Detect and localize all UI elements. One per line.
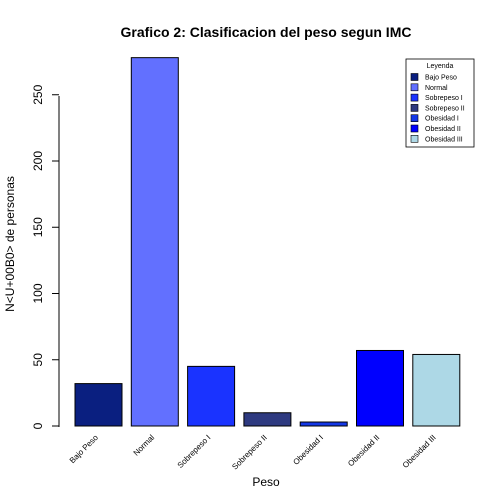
y-tick-label: 150 xyxy=(31,217,45,237)
bar-sobrepeso-i xyxy=(187,365,236,427)
bar-obesidad-i xyxy=(299,421,348,427)
legend-swatch-bajo-peso xyxy=(410,73,419,81)
bars-group xyxy=(74,57,461,427)
y-tick-label: 250 xyxy=(31,84,45,104)
x-tick-label-obesidad-iii: Obesidad III xyxy=(401,433,438,470)
legend-swatch-normal xyxy=(410,83,419,92)
legend-label-obesidad-iii: Obesidad III xyxy=(425,136,463,143)
legend: Leyenda Bajo Peso Normal Sobrepeso I Sobrep… xyxy=(405,58,475,148)
legend-swatch-obesidad-ii xyxy=(410,124,419,133)
y-tick-label: 200 xyxy=(31,151,45,171)
x-tick-label-normal: Normal xyxy=(132,433,157,458)
bar-normal xyxy=(130,57,179,427)
legend-swatch-sobrepeso-ii xyxy=(410,104,419,112)
y-ticks-group: 0 50 100 150 200 250 xyxy=(31,84,59,429)
legend-label-obesidad-ii: Obesidad II xyxy=(425,126,461,133)
y-tick-label: 100 xyxy=(31,283,45,303)
legend-label-normal: Normal xyxy=(425,85,448,92)
legend-swatch-obesidad-i xyxy=(410,114,419,122)
legend-items: Bajo Peso Normal Sobrepeso I Sobrepeso II Ob… xyxy=(410,73,465,143)
bar-obesidad-ii xyxy=(356,349,404,427)
bar-sobrepeso-ii xyxy=(243,412,292,427)
x-tick-label-obesidad-i: Obesidad I xyxy=(291,433,325,467)
y-tick-label: 0 xyxy=(31,422,45,429)
x-tick-label-bajo-peso: Bajo Peso xyxy=(68,433,101,466)
legend-label-obesidad-i: Obesidad I xyxy=(425,116,459,123)
x-tick-label-sobrepeso-ii: Sobrepeso II xyxy=(230,433,268,471)
x-tick-label-obesidad-ii: Obesidad II xyxy=(346,433,381,468)
legend-label-bajo-peso: Bajo Peso xyxy=(425,75,457,82)
chart-title: Grafico 2: Clasificacion del peso segun … xyxy=(121,24,412,40)
bar-bajo-peso xyxy=(74,383,123,427)
x-ticks-group: Bajo Peso Normal Sobrepeso I Sobrepeso II Ob… xyxy=(68,433,438,472)
legend-swatch-sobrepeso-i xyxy=(410,93,419,102)
legend-label-sobrepeso-ii: Sobrepeso II xyxy=(425,105,465,112)
legend-box xyxy=(405,58,475,148)
legend-swatch-obesidad-iii xyxy=(410,135,419,143)
y-tick-label: 50 xyxy=(31,353,45,367)
x-axis-title: Peso xyxy=(252,475,280,489)
x-tick-label-sobrepeso-i: Sobrepeso I xyxy=(176,433,213,470)
legend-title: Leyenda xyxy=(427,63,454,70)
legend-label-sobrepeso-i: Sobrepeso I xyxy=(425,95,463,102)
bar-obesidad-iii xyxy=(412,353,461,427)
y-axis-title: N<U+00B0> de personas xyxy=(3,176,17,312)
